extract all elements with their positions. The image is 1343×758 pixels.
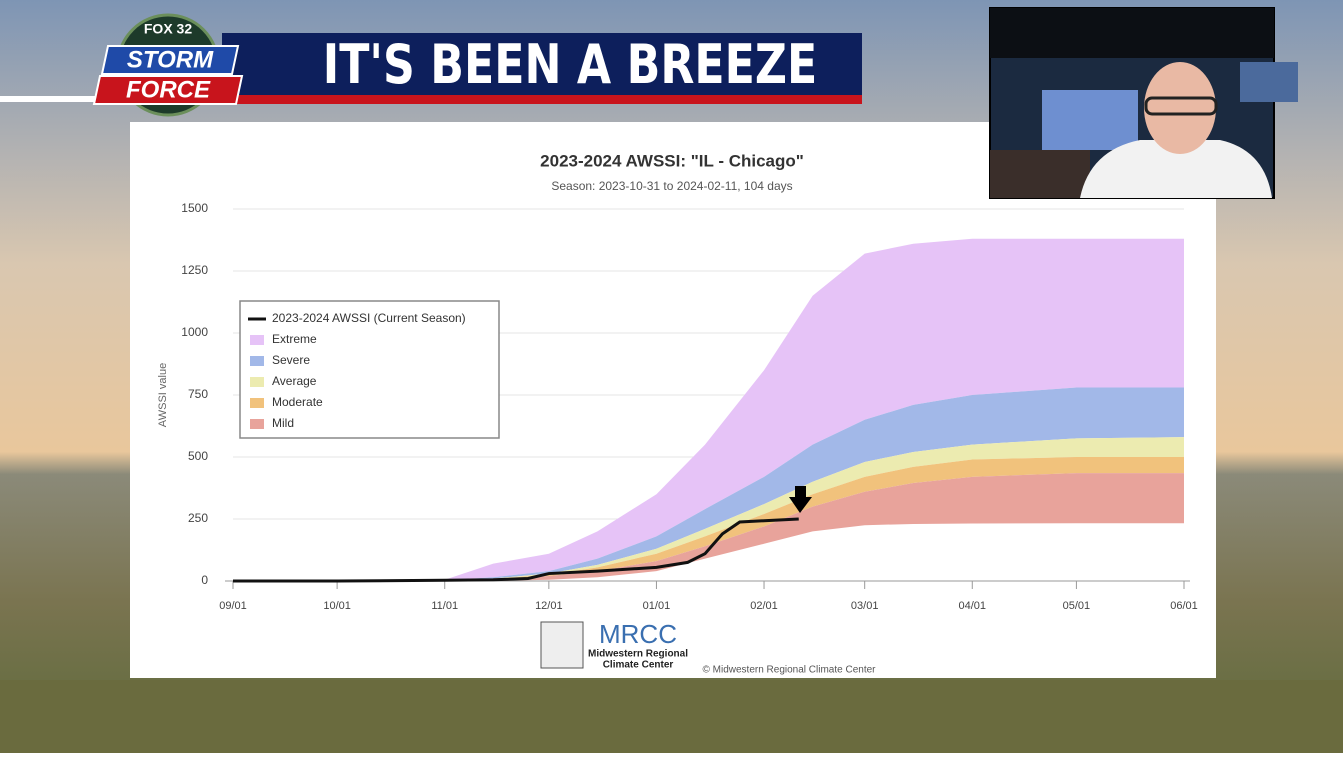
mrcc-org-line1: Midwestern Regional — [588, 649, 688, 660]
band-area — [233, 387, 1184, 581]
band-area — [233, 457, 1184, 581]
y-tick-label: 500 — [188, 449, 208, 463]
mrcc-org-line2: Climate Center — [603, 660, 674, 671]
copyright: © Midwestern Regional Climate Center — [703, 665, 877, 676]
ground — [0, 680, 1343, 753]
x-tick-label: 04/01 — [959, 600, 987, 612]
y-axis-label: AWSSI value — [157, 363, 169, 427]
series-line — [233, 517, 799, 583]
arrow-annotation — [789, 486, 812, 513]
y-tick-label: 1250 — [181, 263, 208, 277]
legend-box — [239, 300, 500, 439]
x-tick-label: 12/01 — [535, 600, 563, 612]
y-tick-label: 750 — [188, 387, 208, 401]
logo-line1: STORM — [127, 46, 214, 73]
plot-area: 0 250 500 750 1000 1250 1500 09/01 10/01 11/01 12/… — [181, 201, 1197, 612]
legend-label: Extreme — [272, 332, 317, 346]
mrcc-logo: MRCC — [599, 619, 677, 649]
x-tick-label: 09/01 — [219, 600, 247, 612]
x-tick-label: 01/01 — [643, 600, 671, 612]
y-tick-label: 1500 — [181, 201, 208, 215]
legend-label: Mild — [272, 416, 294, 430]
legend-label: Severe — [272, 353, 310, 367]
y-tick-label: 250 — [188, 511, 208, 525]
webcam-inset — [989, 7, 1298, 199]
x-tick-label: 02/01 — [750, 600, 778, 612]
legend-label: 2023-2024 AWSSI (Current Season) — [272, 311, 466, 325]
legend-swatch — [250, 356, 264, 366]
legend-swatch — [250, 335, 264, 345]
x-tick-label: 03/01 — [851, 600, 879, 612]
banner-stripe — [222, 95, 862, 104]
logo-line2: FORCE — [126, 76, 211, 103]
legend-swatch — [250, 398, 264, 408]
legend-swatch — [250, 377, 264, 387]
chart-subtitle: Season: 2023-10-31 to 2024-02-11, 104 da… — [551, 179, 792, 193]
mrcc-map-icon — [540, 621, 584, 669]
logo-network: FOX 32 — [144, 21, 192, 37]
legend-swatch — [250, 419, 264, 429]
logo-plate-bottom — [92, 75, 244, 105]
banner — [222, 33, 862, 95]
y-tick-label: 0 — [201, 573, 208, 587]
x-tick-label: 05/01 — [1063, 600, 1091, 612]
legend-label: Moderate — [272, 395, 323, 409]
x-tick-label: 11/01 — [431, 600, 458, 612]
x-tick-label: 06/01 — [1170, 600, 1198, 612]
y-tick-label: 1000 — [181, 325, 208, 339]
band-area — [233, 437, 1184, 581]
banner-title: IT'S BEEN A BREEZE — [323, 32, 817, 95]
legend-label: Average — [272, 374, 317, 388]
x-tick-label: 10/01 — [323, 600, 351, 612]
chart-title: 2023-2024 AWSSI: "IL - Chicago" — [540, 151, 804, 170]
band-area — [233, 473, 1184, 581]
band-area — [233, 238, 1184, 581]
logo-plate-top — [100, 45, 240, 75]
